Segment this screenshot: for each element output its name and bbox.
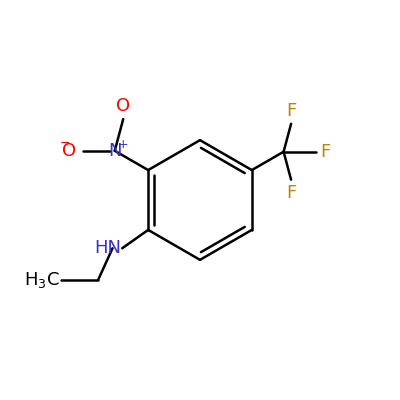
Text: N: N [108,142,122,160]
Text: F: F [286,184,296,202]
Text: +: + [117,138,128,151]
Text: H$_3$C: H$_3$C [24,270,60,290]
Text: O: O [116,97,130,115]
Text: O: O [62,142,76,160]
Text: F: F [320,143,330,161]
Text: F: F [286,102,296,120]
Text: −: − [60,137,70,150]
Text: HN: HN [94,239,121,257]
